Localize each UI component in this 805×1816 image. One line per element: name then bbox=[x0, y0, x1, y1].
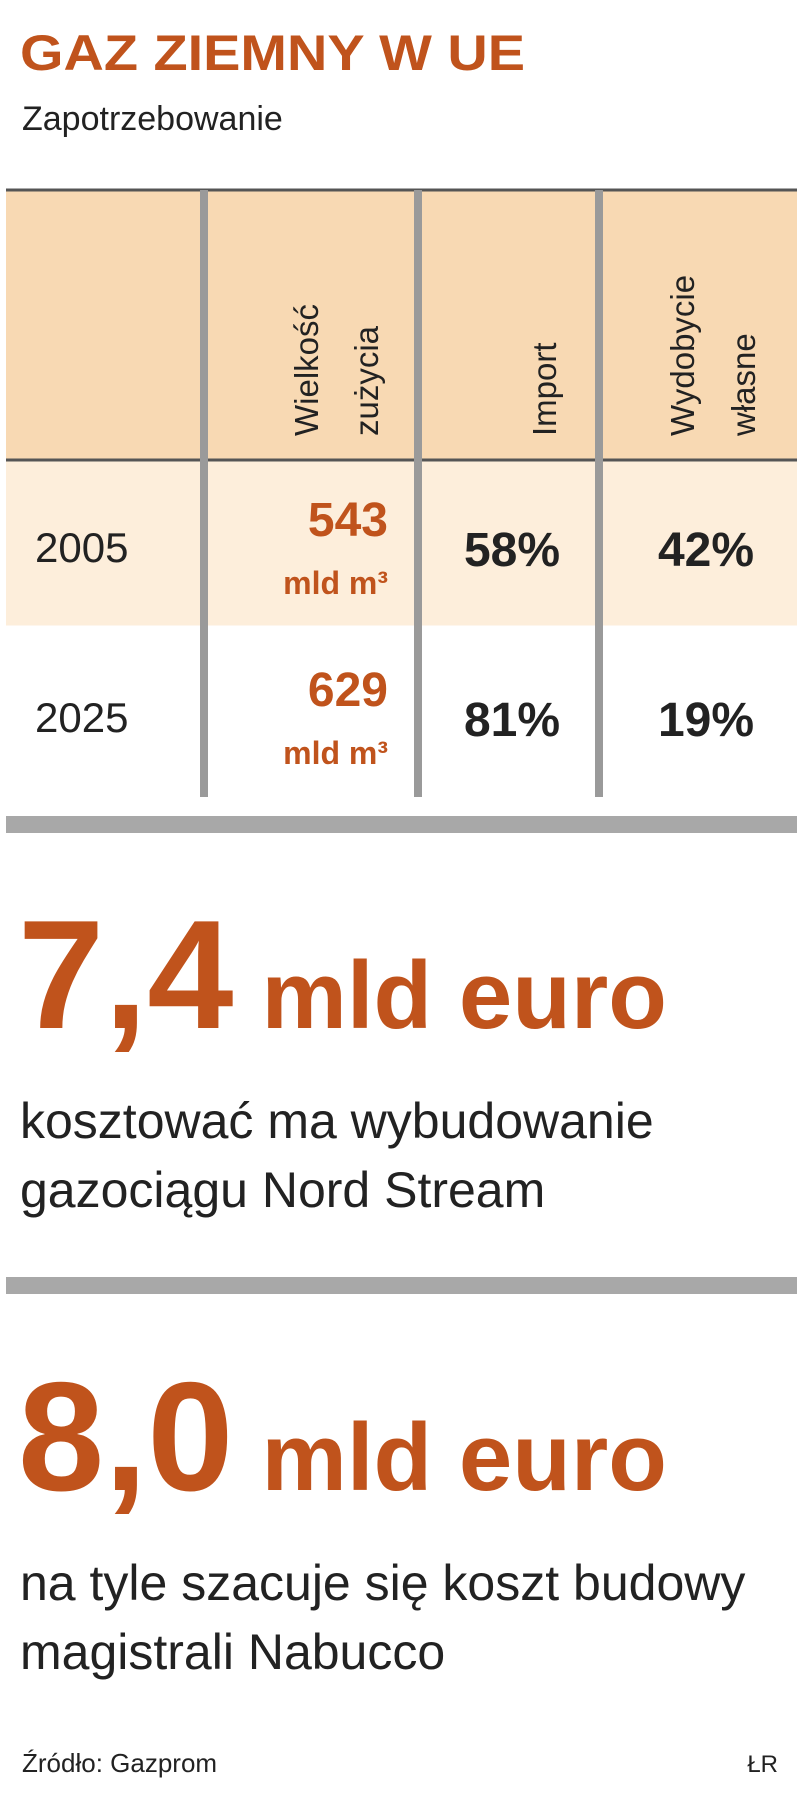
own-share: 19% bbox=[658, 694, 754, 747]
subtitle: Zapotrzebowanie bbox=[22, 100, 283, 138]
divider bbox=[6, 816, 797, 833]
fact-value: 8,0 bbox=[18, 1350, 233, 1523]
row-year: 2005 bbox=[35, 524, 128, 571]
import-share: 58% bbox=[464, 524, 560, 577]
fact-value: 7,4 bbox=[18, 888, 233, 1061]
column-header: Import bbox=[526, 342, 563, 436]
column-header: zużycia bbox=[348, 325, 385, 436]
fact-text: magistrali Nabucco bbox=[20, 1624, 445, 1680]
row-bg bbox=[6, 460, 797, 627]
column-header: Wydobycie bbox=[664, 275, 701, 436]
row-year: 2025 bbox=[35, 694, 128, 741]
table-header-bg bbox=[6, 190, 797, 460]
column-separators bbox=[200, 190, 603, 797]
consumption: 543 bbox=[308, 494, 388, 547]
fact-text: kosztować ma wybudowanie bbox=[20, 1093, 654, 1149]
fact: 7,4 mld euro kosztować ma wybudowanie gazoc… bbox=[18, 888, 667, 1218]
fact-unit: mld euro bbox=[261, 1404, 666, 1511]
table-cells: Wielkość zużycia Import Wydobycie własne 2005… bbox=[35, 275, 762, 771]
fact-unit: mld euro bbox=[261, 942, 666, 1049]
column-header: własne bbox=[725, 333, 762, 437]
source: Źródło: Gazprom bbox=[22, 1748, 217, 1778]
fact-text: na tyle szacuje się koszt budowy bbox=[20, 1555, 745, 1611]
import-share: 81% bbox=[464, 694, 560, 747]
consumption: 629 bbox=[308, 664, 388, 717]
fact: 8,0 mld euro na tyle szacuje się koszt bud… bbox=[18, 1350, 745, 1680]
own-share: 42% bbox=[658, 524, 754, 577]
credit: ŁR bbox=[747, 1751, 778, 1778]
consumption-unit: mld m³ bbox=[283, 735, 388, 771]
consumption-unit: mld m³ bbox=[283, 565, 388, 601]
divider bbox=[6, 1277, 797, 1294]
title: GAZ ZIEMNY W UE bbox=[20, 25, 525, 81]
column-header: Wielkość bbox=[288, 304, 325, 436]
fact-text: gazociągu Nord Stream bbox=[20, 1162, 545, 1218]
